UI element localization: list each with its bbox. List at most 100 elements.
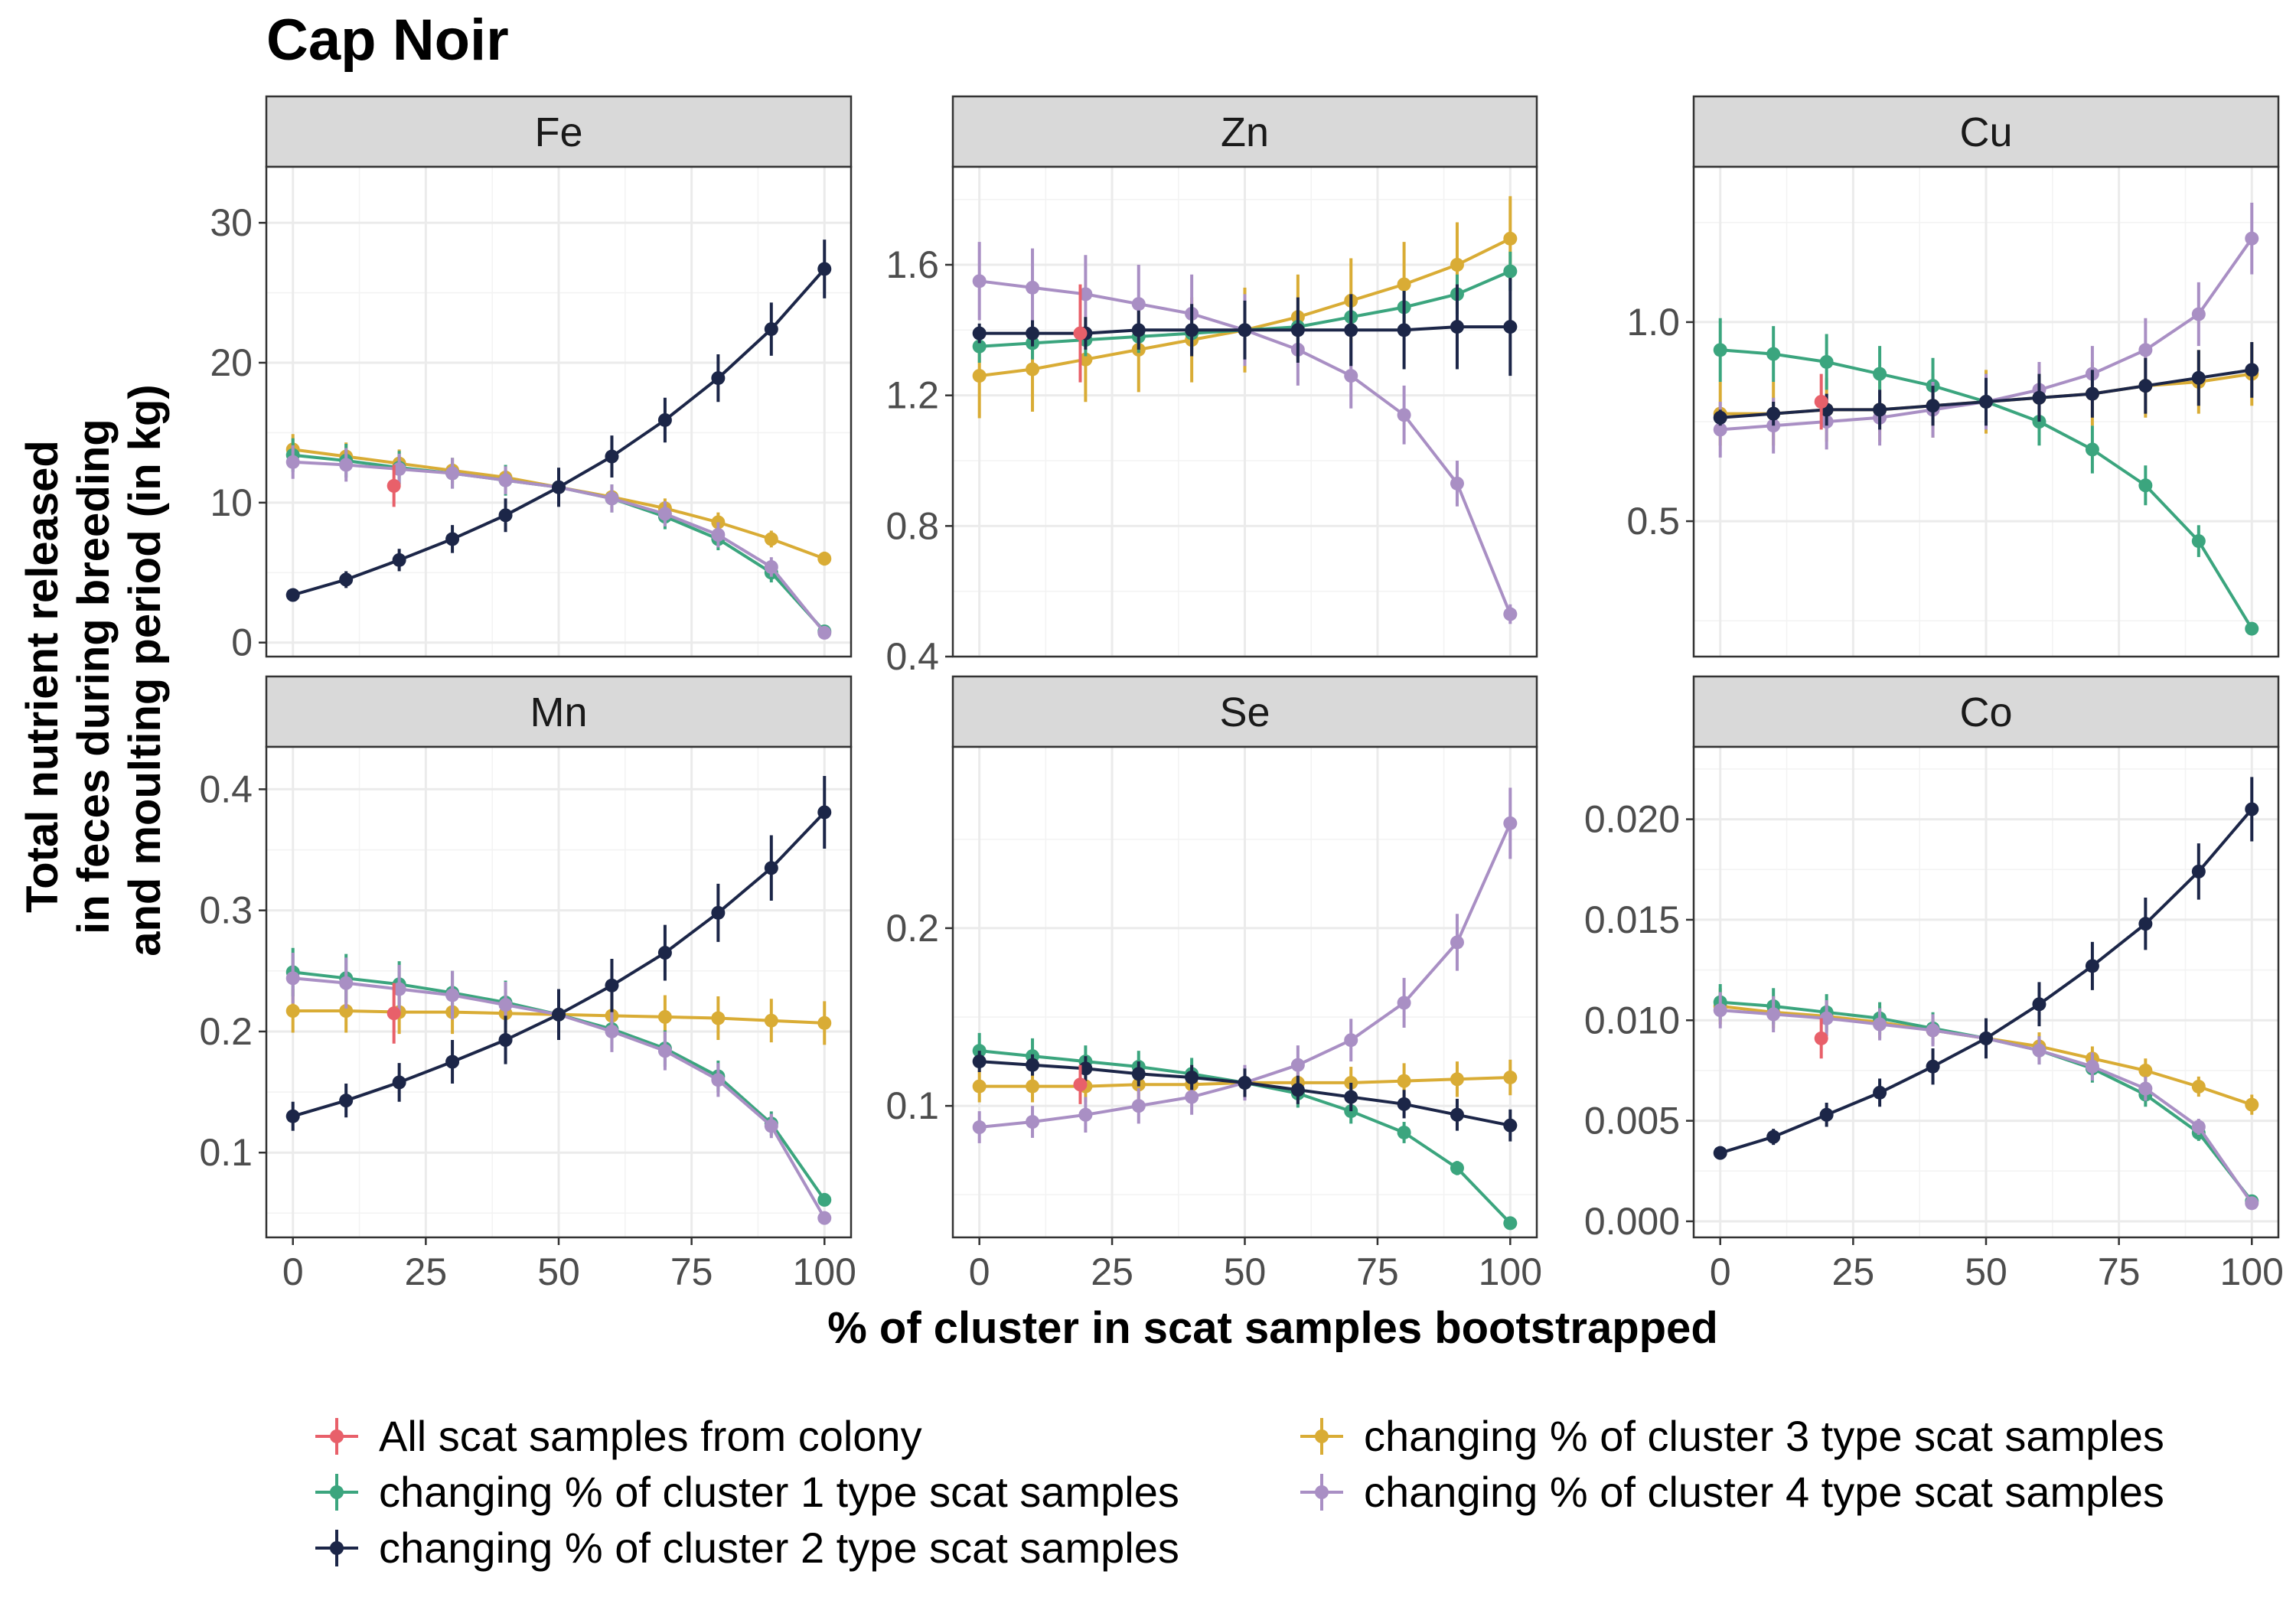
y-axis: 0.000 0.005 0.010 0.015 0.020 <box>1584 798 1694 1243</box>
series-layer <box>1713 202 2259 636</box>
data-point <box>1238 1075 1252 1090</box>
data-point <box>392 461 406 476</box>
data-point <box>1814 1031 1828 1045</box>
data-point <box>1450 1107 1464 1122</box>
data-point <box>711 1073 726 1087</box>
strip-fe <box>265 95 853 168</box>
series-all <box>1814 373 1828 430</box>
data-point <box>657 946 672 960</box>
series-c2 <box>972 1051 1518 1142</box>
data-point <box>1979 1031 1993 1045</box>
data-point <box>1397 1097 1411 1111</box>
data-point <box>339 1004 354 1019</box>
data-point <box>1026 362 1040 376</box>
x-axis: 0 25 50 75 100 <box>282 1237 856 1293</box>
data-point <box>711 527 726 542</box>
data-point <box>498 1033 513 1048</box>
legend-key-point <box>330 1485 344 1499</box>
legend-item-c4: changing % of cluster 4 type scat sample… <box>1300 1468 2164 1516</box>
data-point <box>285 1109 300 1123</box>
y-axis-title-line-1: Total nutrient released <box>18 440 67 913</box>
data-point <box>2138 343 2153 357</box>
x-tick-label: 100 <box>1479 1250 1542 1293</box>
strip-label: Se <box>1219 689 1270 735</box>
strip-label: Mn <box>530 689 587 735</box>
data-point <box>1926 1023 1940 1038</box>
data-point <box>1819 1011 1834 1025</box>
data-point <box>1344 1090 1358 1104</box>
strip-co <box>1692 675 2280 748</box>
data-point <box>2138 917 2153 931</box>
data-point <box>1503 320 1518 334</box>
chart-title: Cap Noir <box>266 8 509 73</box>
data-point <box>339 1094 354 1108</box>
data-point <box>1131 1067 1146 1081</box>
data-point <box>1766 406 1781 421</box>
data-point <box>392 982 406 996</box>
data-point <box>2245 802 2259 817</box>
panel-zn: Zn 0.4 0.8 1.2 1.6 <box>885 95 1538 678</box>
data-point <box>498 998 513 1012</box>
data-point <box>972 1120 987 1135</box>
data-point <box>1290 323 1305 337</box>
data-point <box>2138 1063 2153 1077</box>
data-point <box>339 976 354 990</box>
y-tick-label: 0 <box>231 621 253 664</box>
x-tick-label: 50 <box>537 1250 580 1293</box>
data-point <box>817 552 832 566</box>
data-point <box>605 449 619 464</box>
legend-key-point <box>1315 1429 1329 1443</box>
x-tick-label: 50 <box>1224 1250 1267 1293</box>
legend-label: All scat samples from colony <box>379 1412 922 1460</box>
gridlines <box>266 167 851 657</box>
data-point <box>1078 352 1093 367</box>
data-point <box>2085 442 2099 457</box>
data-point <box>392 1075 406 1090</box>
data-point <box>1450 476 1464 491</box>
data-point <box>445 1054 460 1069</box>
data-point <box>1503 1070 1518 1084</box>
y-tick-label: 0.2 <box>885 907 939 950</box>
y-axis: 0 10 20 30 <box>210 201 266 664</box>
data-point <box>1713 1003 1727 1018</box>
data-point <box>817 1015 832 1030</box>
y-tick-label: 0.015 <box>1584 898 1680 941</box>
y-tick-label: 0.1 <box>199 1131 253 1174</box>
data-point <box>605 1024 619 1038</box>
y-axis-title: Total nutrient released in feces during … <box>18 384 170 957</box>
data-point <box>1766 1129 1781 1144</box>
data-point <box>1503 1216 1518 1231</box>
legend-item-c2: changing % of cluster 2 type scat sample… <box>315 1524 1179 1572</box>
data-point <box>1979 394 1993 409</box>
legend-item-c3: changing % of cluster 3 type scat sample… <box>1300 1412 2164 1460</box>
data-point <box>2032 1043 2047 1058</box>
data-point <box>972 369 987 383</box>
data-point <box>2138 1081 2153 1096</box>
data-point <box>1450 935 1464 950</box>
data-point <box>1131 1099 1146 1113</box>
y-axis: 0.1 0.2 <box>885 907 953 1127</box>
data-point <box>764 532 778 546</box>
data-point <box>817 805 832 820</box>
data-point <box>1450 258 1464 272</box>
data-point <box>339 572 354 587</box>
data-point <box>1814 394 1828 409</box>
legend-label: changing % of cluster 4 type scat sample… <box>1364 1468 2164 1516</box>
data-point <box>1450 1161 1464 1175</box>
y-axis-title-line-3: and moulting period (in kg) <box>120 384 170 957</box>
data-point <box>1397 996 1411 1010</box>
panel-border <box>265 165 853 658</box>
data-point <box>1450 1072 1464 1087</box>
legend-item-all: All scat samples from colony <box>315 1412 922 1460</box>
data-point <box>1131 297 1146 311</box>
data-point <box>552 480 566 494</box>
y-tick-label: 0.000 <box>1584 1200 1680 1243</box>
y-tick-label: 20 <box>210 341 253 384</box>
data-point <box>817 1211 832 1225</box>
data-point <box>711 1011 726 1025</box>
data-point <box>764 559 778 574</box>
data-point <box>445 532 460 546</box>
data-point <box>972 326 987 341</box>
series-c2 <box>1713 777 2259 1160</box>
data-point <box>1185 1090 1199 1104</box>
